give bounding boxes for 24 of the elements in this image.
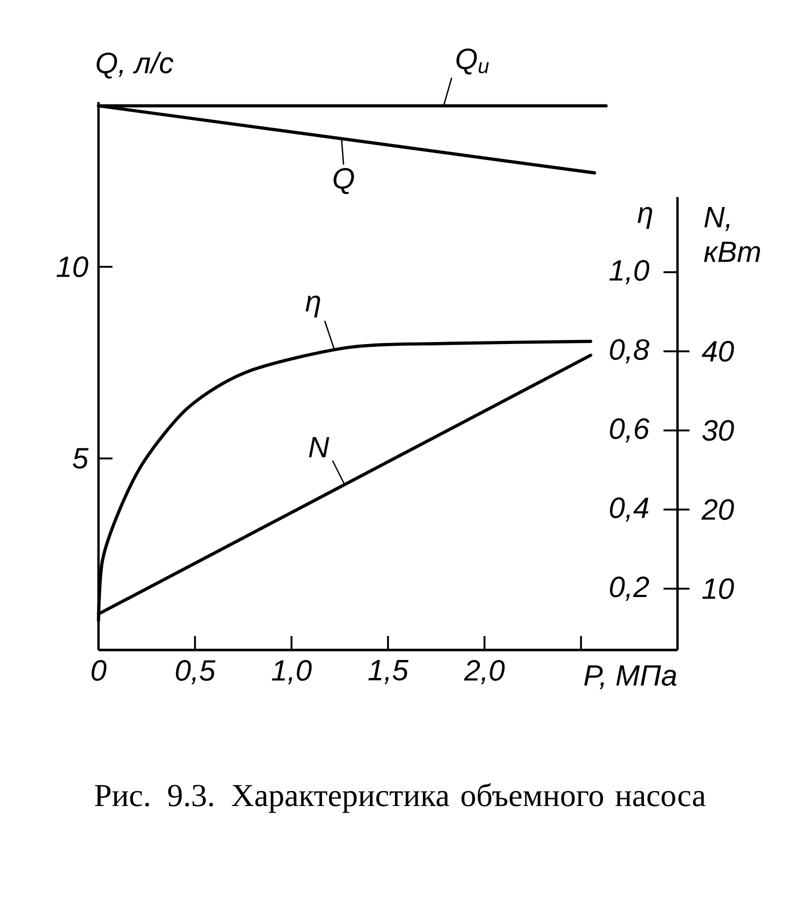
y3-tick-label: 20 xyxy=(701,499,734,520)
y3-tick-label: 10 xyxy=(702,578,734,600)
y3-axis-title: N, кВт xyxy=(704,207,760,262)
x-tick-label: 1,5 xyxy=(368,660,408,684)
y-axis-title: Q, л/с xyxy=(96,52,174,79)
y3-tick-label: 30 xyxy=(702,420,734,441)
text: Рис. 9.3. Характеристика объемного насоса xyxy=(94,783,706,813)
y2-tick-label: 1,0 xyxy=(609,260,650,284)
y3-tick-label: 40 xyxy=(702,340,734,362)
x-tick-label: 2,0 xyxy=(464,660,504,684)
series-label: Q$_{и}$ xyxy=(456,48,489,74)
y2-tick-label: 0,4 xyxy=(610,497,648,522)
y2-tick-label: 0,2 xyxy=(610,576,649,601)
legend-label: Q xyxy=(333,168,354,194)
x-axis-title: P, МПа xyxy=(584,665,676,690)
x-tick-label: 0,5 xyxy=(176,660,216,684)
x-tick-label: 0 xyxy=(91,660,106,681)
series-label: N xyxy=(308,437,330,458)
x-tick-label: 1,0 xyxy=(272,660,312,684)
y2-tick-label: 0,8 xyxy=(610,339,650,364)
y2-axis-title: η xyxy=(637,207,652,229)
series-label: η xyxy=(305,296,320,318)
y2-tick-label: 0,6 xyxy=(610,418,650,443)
y-tick-label: 5 xyxy=(72,448,88,469)
